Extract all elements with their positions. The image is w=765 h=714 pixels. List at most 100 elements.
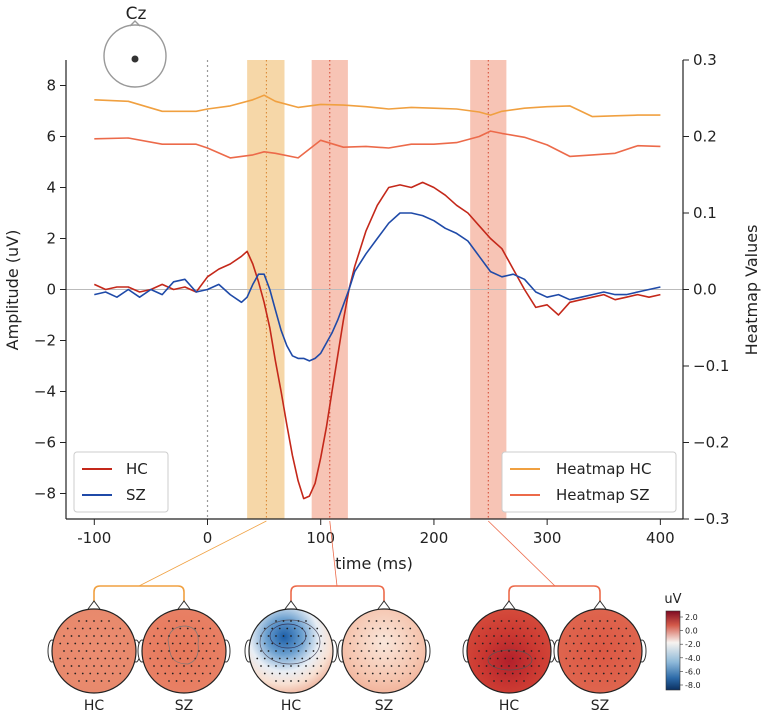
electrode-dot <box>160 665 163 667</box>
electrode-dot <box>286 627 289 630</box>
electrode-dot <box>74 657 77 660</box>
y-tick-label: −6 <box>34 434 56 452</box>
electrode-dot <box>356 672 359 675</box>
y2-axis-ticks: −0.3 −0.2 −0.1 0.0 0.1 0.2 0.3 <box>683 51 729 528</box>
electrode-dot <box>123 635 125 637</box>
electrode-dot <box>394 672 397 675</box>
electrode-dot <box>515 620 518 622</box>
electrode-dot <box>504 657 507 660</box>
x-tick-label: 0 <box>203 529 213 547</box>
electrode-dot <box>526 657 529 660</box>
electrode-dot <box>364 672 367 675</box>
electrode-dot <box>108 680 110 682</box>
electrode-dot <box>149 642 152 645</box>
electrode-dot <box>186 627 189 630</box>
topomap-label: SZ <box>175 698 193 714</box>
electrode-dot <box>320 665 322 667</box>
head-nose <box>284 600 298 610</box>
electrode-dot <box>156 642 159 645</box>
y-tick-label: −8 <box>34 485 56 503</box>
electrode-dot <box>371 627 374 630</box>
electrode-dot <box>500 680 503 682</box>
electrode-dot <box>171 672 174 675</box>
electrode-dot <box>179 672 182 675</box>
electrode-dot <box>205 650 208 652</box>
electrode-dot <box>111 672 114 675</box>
electrode-dot <box>526 627 529 630</box>
electrode-dot <box>282 650 285 652</box>
electrode-dot <box>409 672 412 675</box>
electrode-dot <box>183 620 185 622</box>
electrode-dot <box>160 650 163 652</box>
colorbar-tick-label: -4.0 <box>685 654 701 663</box>
connector-line-3 <box>487 520 556 587</box>
electrode-dot <box>606 680 609 682</box>
electrode-dot <box>260 650 262 652</box>
contour-line <box>487 649 533 671</box>
inset-head-outline <box>103 24 167 88</box>
electrode-dot <box>89 627 92 630</box>
electrode-dot <box>290 635 292 637</box>
electrode-dot <box>209 657 212 660</box>
electrode-dot <box>398 650 400 652</box>
electrode-dot <box>194 627 197 630</box>
electrode-dot <box>519 642 522 645</box>
electrode-dot <box>530 635 533 637</box>
electrode-dot <box>515 635 518 637</box>
electrode-dot <box>66 672 69 675</box>
electrode-dot <box>504 627 507 630</box>
electrode-grid <box>565 620 635 682</box>
electrode-dot <box>78 680 80 682</box>
electrode-dot <box>576 665 579 667</box>
electrode-dot <box>606 650 609 652</box>
electrode-dot <box>617 672 620 675</box>
electrode-dot <box>625 627 628 630</box>
electrode-dot <box>115 665 118 667</box>
y-tick-label: 6 <box>46 128 56 146</box>
electrode-dot <box>108 665 110 667</box>
electrode-dot <box>606 665 609 667</box>
electrode-dot <box>111 657 114 660</box>
electrode-dot <box>569 650 571 652</box>
topomap-label: SZ <box>375 698 393 714</box>
y-tick-label: 0 <box>46 281 56 299</box>
electrode-dot <box>580 642 583 645</box>
electrode-dot <box>485 635 488 637</box>
electrode-dot <box>100 650 103 652</box>
electrode-dot <box>401 657 404 660</box>
colorbar-gradient <box>665 610 681 691</box>
electrode-dot <box>297 680 300 682</box>
y2-tick-label: 0.0 <box>693 281 717 299</box>
colorbar-title: uV <box>664 592 681 607</box>
electrode-dot <box>297 665 300 667</box>
electrode-dot <box>323 642 326 645</box>
electrode-dot <box>308 672 311 675</box>
electrode-dot <box>198 635 200 637</box>
electrode-dot <box>519 627 522 630</box>
electrode-dot <box>282 635 285 637</box>
electrode-dot <box>282 680 285 682</box>
electrode-dot <box>409 642 412 645</box>
topomap-g3-hc: HC <box>462 600 556 714</box>
electrode-dot <box>398 620 400 622</box>
electrode-dot <box>569 635 571 637</box>
electrode-dot <box>519 672 522 675</box>
electrode-dot <box>100 680 103 682</box>
electrode-dot <box>119 657 122 660</box>
electrode-dot <box>489 642 492 645</box>
electrode-dot <box>621 650 624 652</box>
x-axis-ticks: -100 0 100 200 300 400 <box>77 519 675 547</box>
electrode-dot <box>614 620 616 622</box>
electrode-dot <box>530 650 533 652</box>
electrode-dot <box>104 657 107 660</box>
electrode-dot <box>119 642 122 645</box>
electrode-dot <box>186 642 189 645</box>
electrode-dot <box>523 665 525 667</box>
electrode-dot <box>496 627 499 630</box>
electrode-dot <box>500 620 503 622</box>
electrode-dot <box>164 627 167 630</box>
legend-left-box <box>73 451 169 513</box>
electrode-dot <box>179 642 182 645</box>
electrode-dot <box>390 620 393 622</box>
